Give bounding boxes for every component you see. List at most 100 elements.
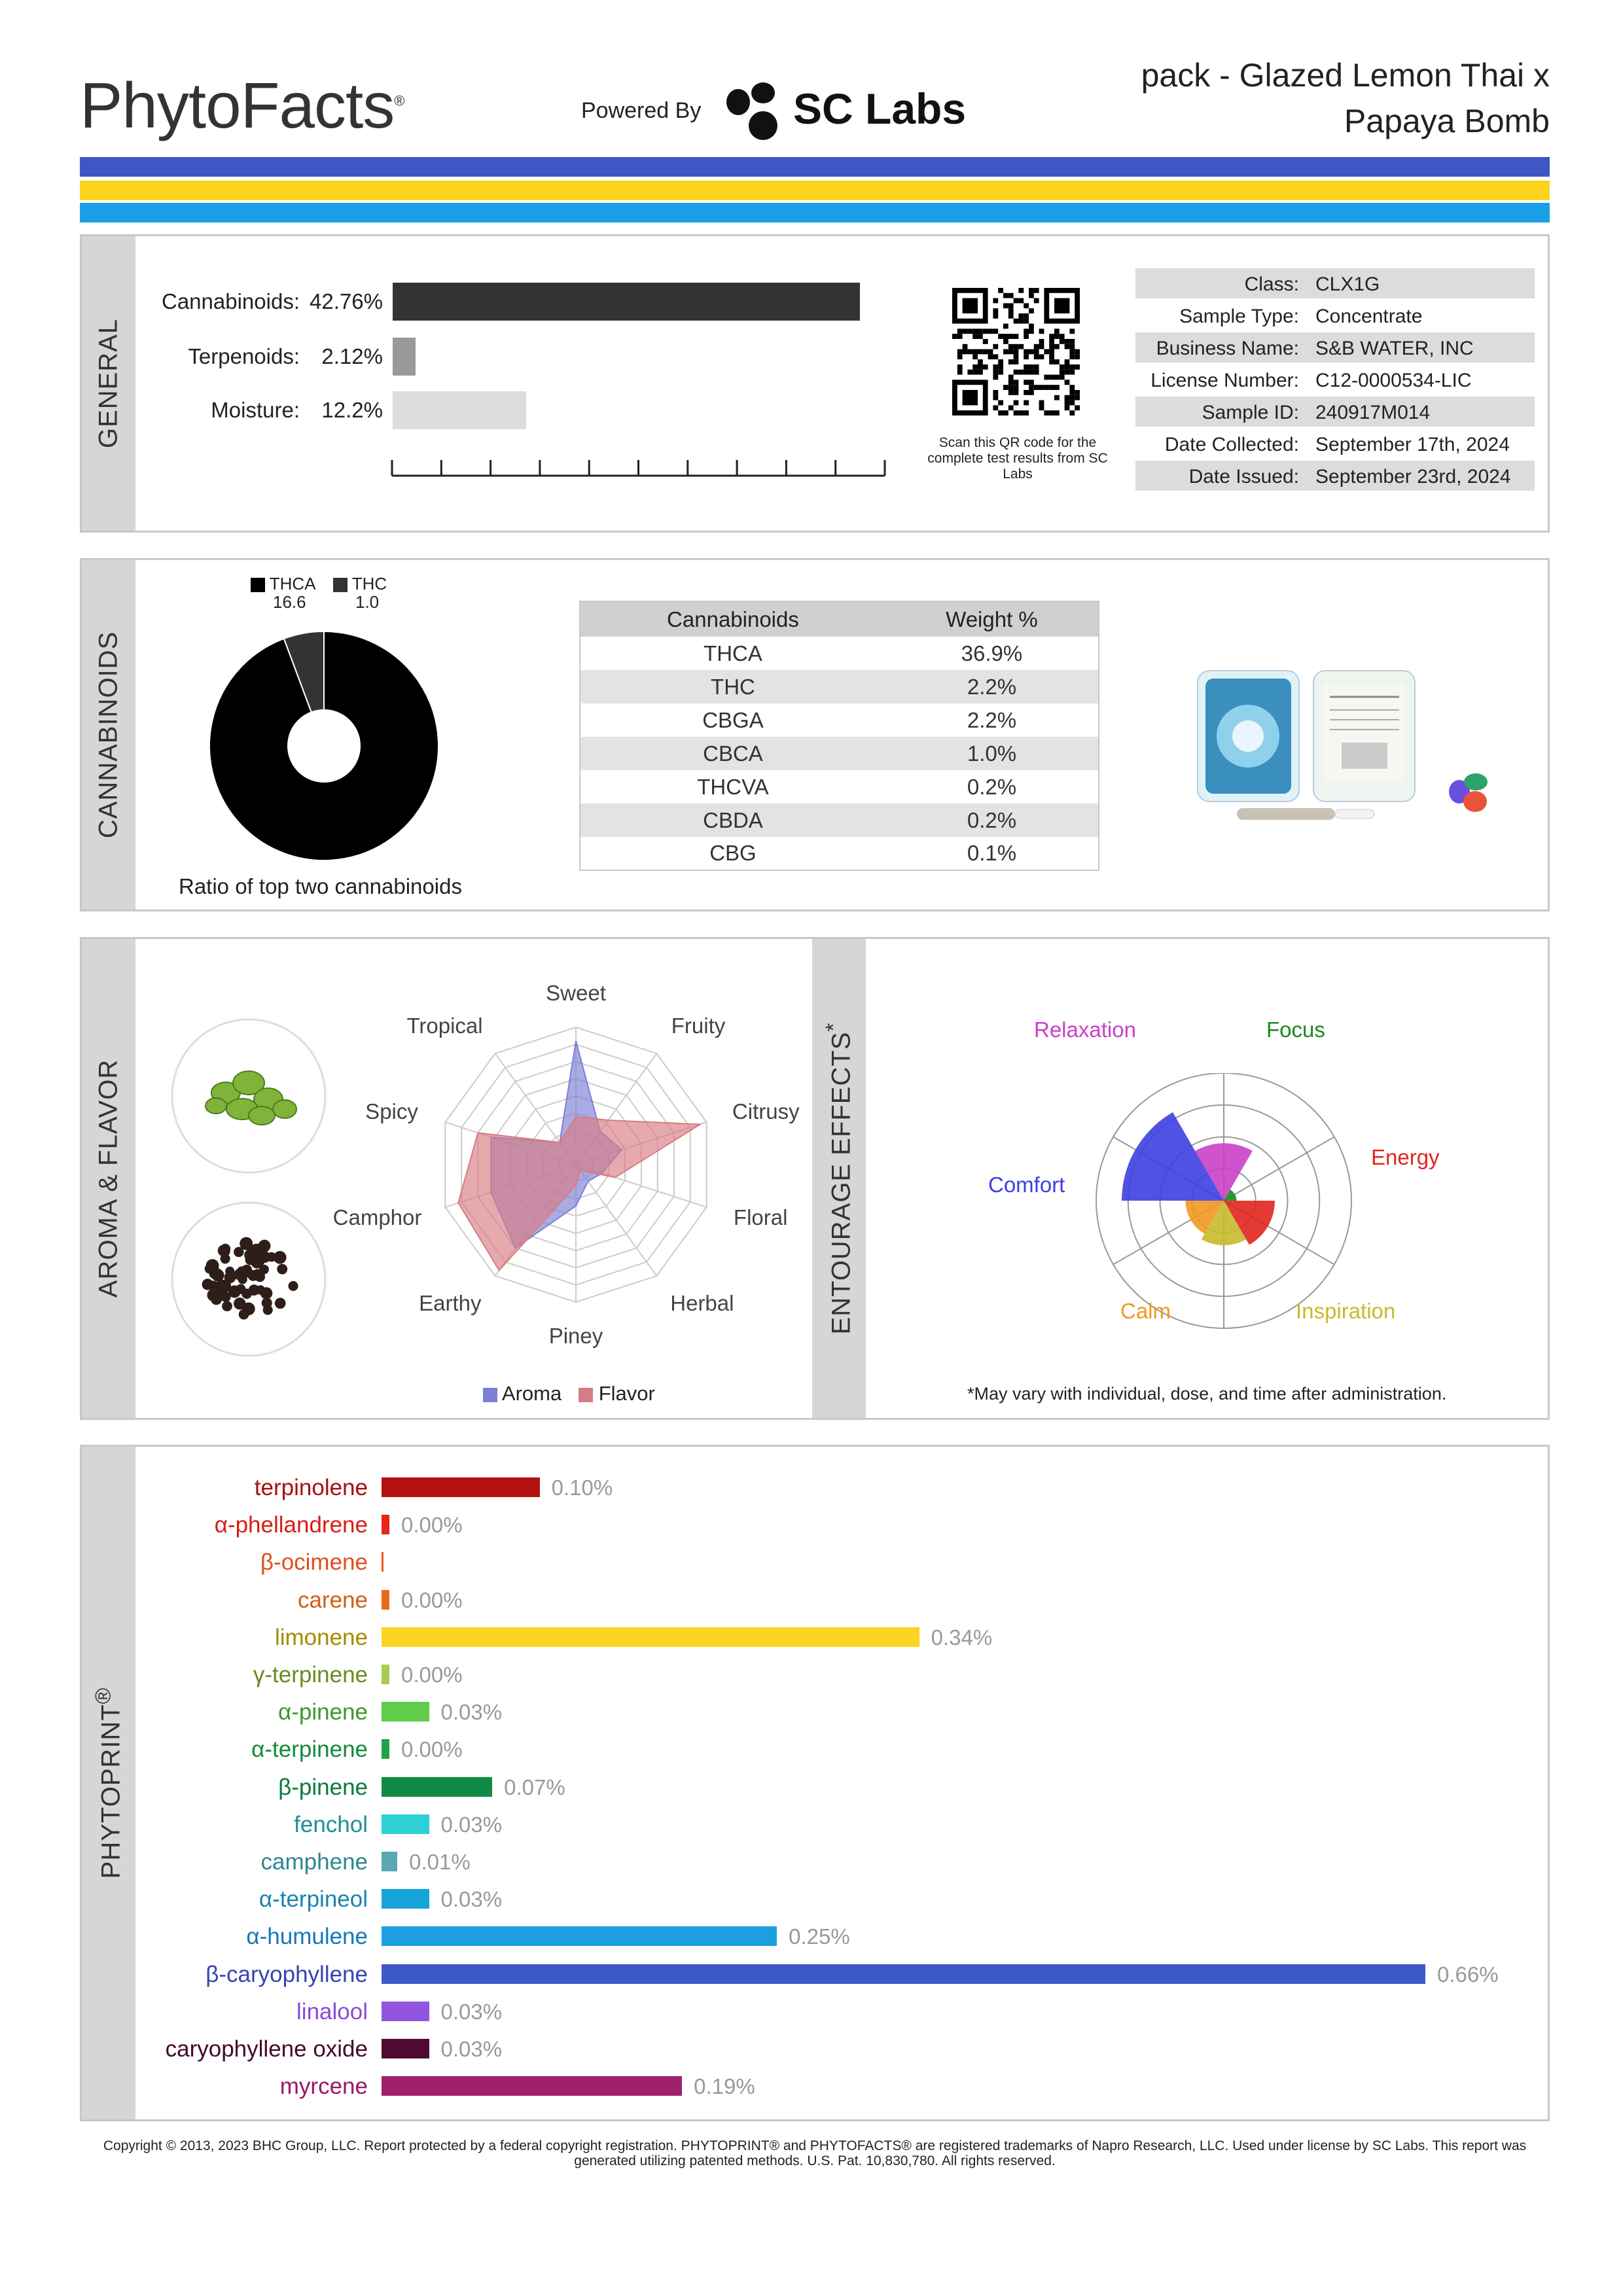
qr-code-icon[interactable] (952, 288, 1080, 415)
qr-module (1033, 364, 1039, 370)
col-header-weight: Weight % (885, 601, 1099, 637)
effect-label: Inspiration (1296, 1299, 1396, 1323)
qr-module (998, 288, 1003, 293)
phytoprint-label-mark: ® (91, 1687, 116, 1704)
terpene-name: α-pinene (278, 1699, 368, 1725)
terpene-name: α-humulene (246, 1924, 368, 1950)
qr-module (1003, 339, 1008, 344)
powered-by-label: Powered By (581, 98, 702, 123)
cannabinoid-weight: 0.2% (885, 804, 1099, 837)
qr-module (1029, 292, 1034, 298)
qr-module (1003, 303, 1008, 309)
peppercorn (210, 1293, 223, 1305)
qr-module (1054, 334, 1060, 339)
peppercorn (253, 1254, 266, 1267)
peppercorn (211, 1269, 224, 1282)
qr-module (1064, 380, 1070, 385)
radar-axis-label: Camphor (332, 1205, 422, 1229)
detail-value: Concentrate (1315, 306, 1423, 327)
qr-module (1039, 339, 1044, 344)
qr-module (1054, 344, 1060, 349)
qr-module (1059, 369, 1065, 375)
qr-module (1044, 349, 1050, 355)
effect-wedge (1122, 1112, 1224, 1201)
qr-module (1024, 354, 1029, 360)
qr-module (1064, 339, 1070, 344)
qr-module (952, 334, 957, 339)
terpene-name: myrcene (279, 2074, 368, 2100)
qr-module (993, 354, 999, 360)
general-section-label: GENERAL (94, 318, 123, 449)
terpene-bar (382, 1477, 540, 1497)
aroma-sidebar: AROMA & FLAVOR (82, 939, 135, 1418)
legend-aroma: Aroma (501, 1382, 562, 1405)
qr-module (1064, 364, 1070, 370)
general-row-value: 12.2% (321, 398, 383, 422)
legend-name: THC (351, 574, 387, 593)
qr-module (982, 349, 988, 355)
qr-module (1054, 359, 1060, 364)
qr-module (1069, 395, 1075, 400)
terpene-name: fenchol (294, 1811, 368, 1837)
qr-module (967, 328, 973, 334)
cannabinoid-name: CBG (709, 841, 757, 865)
legend-name: THCA (269, 574, 316, 593)
general-row-value: 2.12% (321, 344, 383, 368)
qr-module (962, 344, 968, 349)
phytoprint-sidebar: PHYTOPRINT® (82, 1447, 135, 2119)
qr-module (1059, 364, 1065, 370)
qr-module (1008, 380, 1014, 385)
hops-image (171, 1018, 327, 1174)
cannabinoid-weight: 2.2% (885, 670, 1099, 703)
qr-module (1069, 400, 1075, 406)
peppercorn (274, 1298, 286, 1309)
detail-row: Sample Type: Concentrate (1135, 300, 1535, 330)
qr-module (1049, 339, 1054, 344)
qr-module (1013, 344, 1019, 349)
terpene-name: terpinolene (254, 1475, 368, 1500)
product-package-image (1197, 670, 1488, 820)
qr-module (957, 369, 963, 375)
qr-module (1024, 390, 1029, 395)
detail-value: CLX1G (1315, 274, 1380, 295)
qr-module (1054, 328, 1060, 334)
qr-module (1049, 359, 1054, 364)
qr-module (1064, 400, 1070, 406)
radar-legend: Aroma Flavor (483, 1382, 655, 1405)
qr-module (972, 349, 978, 355)
effect-label: Comfort (988, 1173, 1065, 1197)
qr-module (1018, 313, 1024, 319)
radar-axis-label: Piney (548, 1324, 603, 1348)
qr-module (1069, 364, 1075, 370)
qr-module (1013, 369, 1019, 375)
qr-module (1013, 349, 1019, 355)
qr-module (1033, 369, 1039, 375)
effect-wedge (1224, 1190, 1237, 1201)
peppercorn (222, 1301, 232, 1312)
qr-module (1033, 385, 1039, 390)
effect-wedge (1195, 1143, 1253, 1201)
entourage-effects-chart (1096, 1073, 1352, 1329)
terpene-bar (382, 1515, 389, 1535)
detail-key: Date Collected: (1164, 434, 1299, 455)
terpene-value: 0.03% (440, 2037, 503, 2061)
qr-module (1069, 390, 1075, 395)
terpene-name: caryophyllene oxide (165, 2036, 368, 2062)
cannabinoid-name: CBGA (702, 707, 764, 732)
qr-module (978, 364, 983, 370)
terpene-bar (382, 1702, 429, 1722)
qr-module (1044, 410, 1050, 415)
qr-finder-core (962, 390, 978, 406)
terpene-value: 0.66% (1437, 1962, 1499, 1987)
effect-wedge (1224, 1201, 1275, 1245)
aroma-entourage-panel: AROMA & FLAVOR ENTOURAGE EFFECTS* (80, 937, 1550, 1420)
qr-module (993, 308, 999, 313)
qr-module (978, 359, 983, 364)
terpene-value: 0.19% (694, 2074, 755, 2099)
peppercorn (288, 1280, 298, 1292)
peppercorn (238, 1275, 247, 1284)
peppercorn (241, 1288, 252, 1299)
qr-module (998, 334, 1003, 339)
qr-module (1008, 349, 1014, 355)
entourage-label-text: ENTOURAGE EFFECTS (827, 1031, 856, 1335)
